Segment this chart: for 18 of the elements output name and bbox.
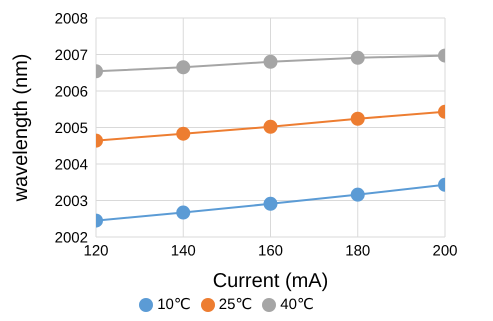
legend-label: 10℃ bbox=[157, 296, 191, 313]
y-tick-label: 2003 bbox=[54, 192, 88, 210]
x-tick-label: 140 bbox=[170, 242, 196, 260]
legend-label: 25℃ bbox=[218, 296, 252, 313]
y-tick-label: 2005 bbox=[54, 120, 88, 137]
point bbox=[264, 196, 278, 211]
point bbox=[264, 120, 278, 134]
y-tick-label: 2007 bbox=[54, 46, 88, 64]
x-tick-label: 200 bbox=[432, 242, 458, 260]
y-tick-label: 2004 bbox=[54, 156, 88, 174]
x-tick-label: 180 bbox=[345, 242, 370, 260]
y-axis-title: wavelength (nm) bbox=[10, 54, 32, 202]
x-tick-label: 160 bbox=[258, 242, 284, 260]
legend-label: 40℃ bbox=[280, 296, 314, 313]
y-tick-label: 2008 bbox=[54, 10, 88, 28]
y-tick-label: 2006 bbox=[54, 83, 88, 100]
point bbox=[264, 54, 278, 69]
x-axis-title: Current (mA) bbox=[212, 270, 328, 292]
